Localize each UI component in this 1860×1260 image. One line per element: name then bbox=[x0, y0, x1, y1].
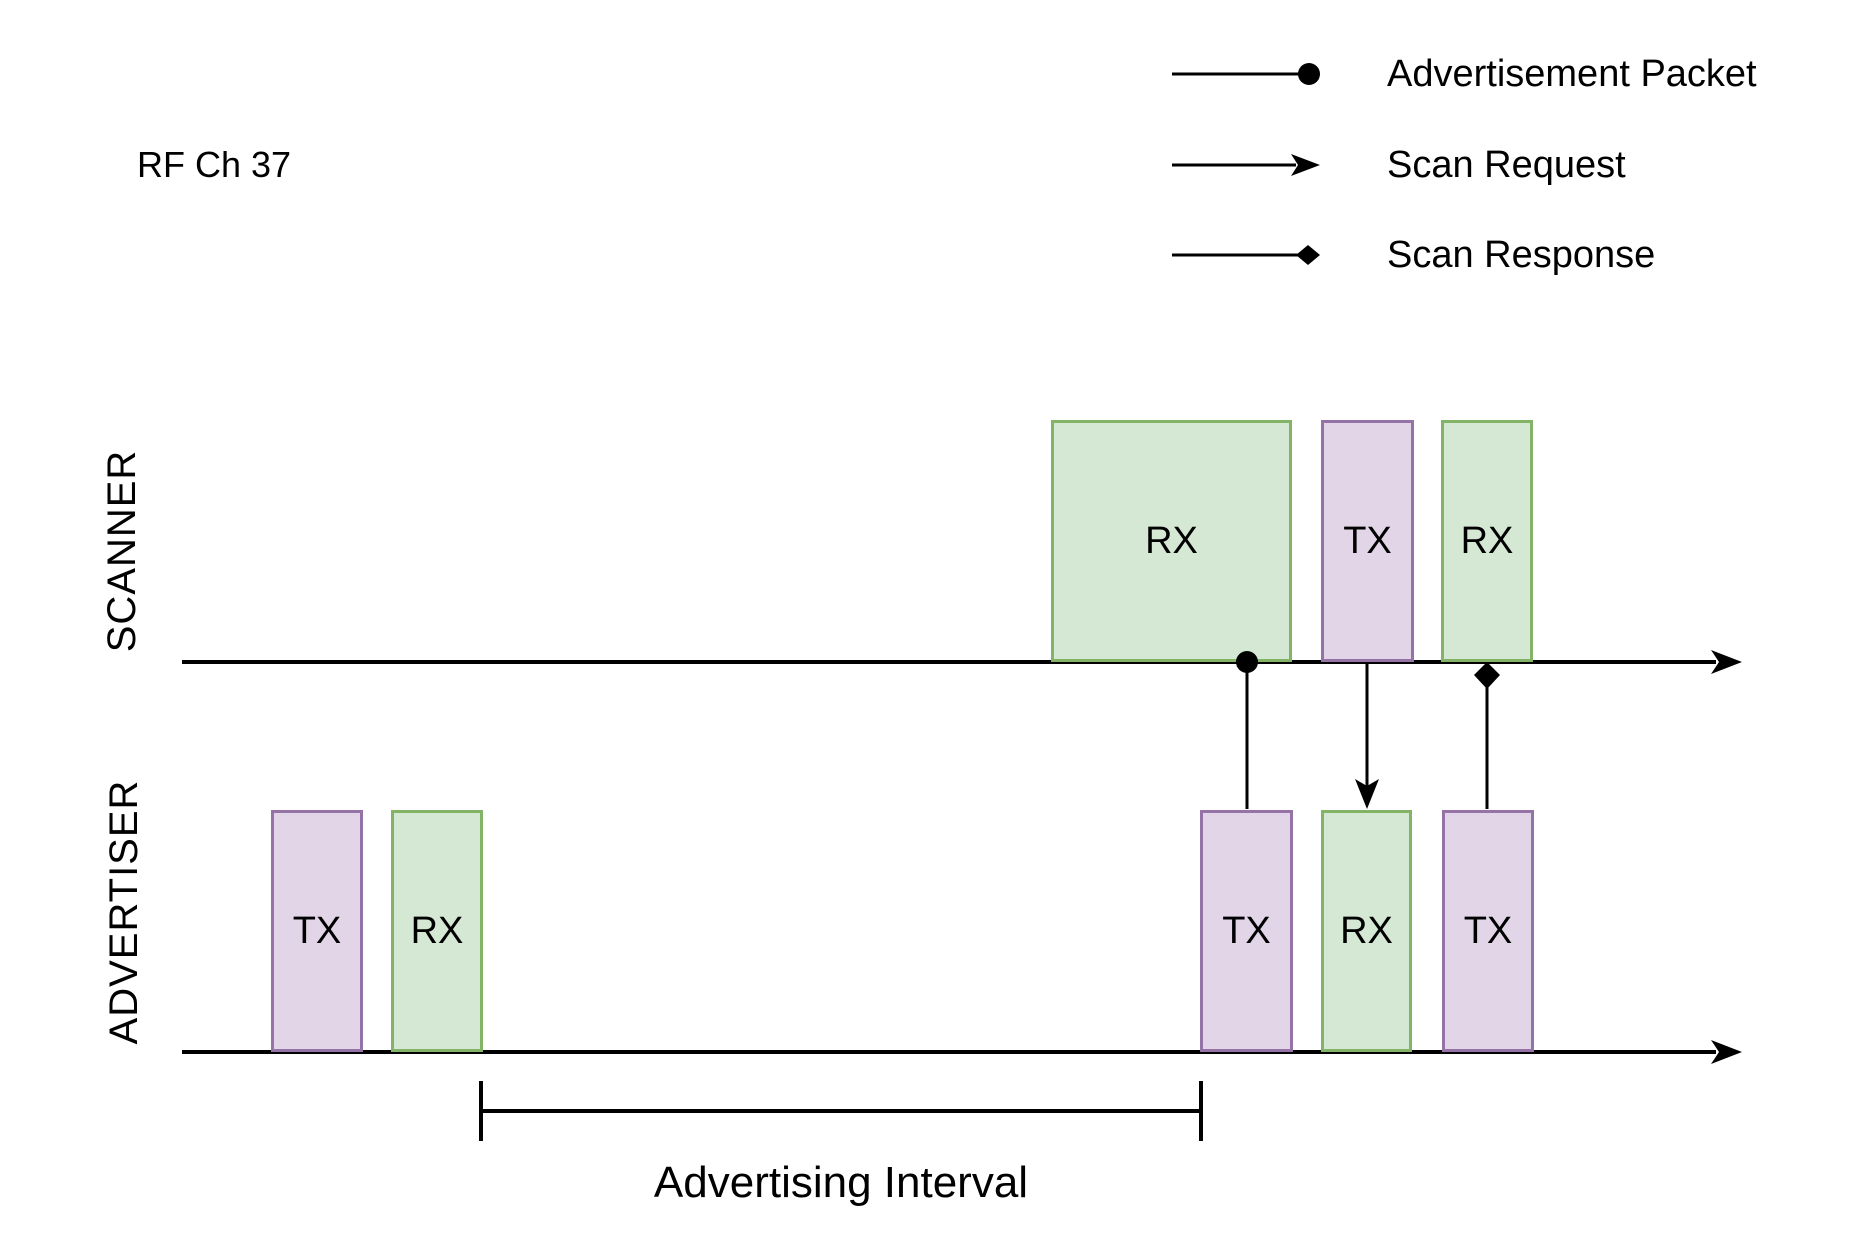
legend-item-scan-response: Scan Response bbox=[1172, 225, 1655, 285]
advertising-interval-label: Advertising Interval bbox=[653, 1158, 1029, 1207]
legend-label: Advertisement Packet bbox=[1387, 52, 1757, 95]
advertiser-tx-block-1: TX bbox=[271, 810, 363, 1052]
legend-label: Scan Request bbox=[1387, 143, 1626, 186]
legend-label: Scan Response bbox=[1387, 233, 1656, 276]
block-label: TX bbox=[1222, 909, 1271, 952]
advertiser-lane-label: ADVERTISER bbox=[102, 779, 146, 1045]
block-label: TX bbox=[1463, 909, 1513, 952]
scanner-lane-label: SCANNER bbox=[100, 449, 144, 653]
arrow-end-marker-icon bbox=[1172, 154, 1320, 176]
advertiser-timeline-arrowhead-icon bbox=[1711, 1040, 1742, 1064]
block-label: RX bbox=[1460, 519, 1514, 562]
legend-item-scan-request: Scan Request bbox=[1172, 135, 1626, 195]
rf-channel-label: RF Ch 37 bbox=[137, 144, 292, 185]
advertiser-rx-block-1: RX bbox=[391, 810, 483, 1052]
block-label: TX bbox=[292, 909, 342, 952]
circle-end-marker-icon bbox=[1172, 63, 1320, 85]
scanner-timeline-arrowhead-icon bbox=[1711, 650, 1742, 674]
advertiser-tx-block-2: TX bbox=[1200, 810, 1293, 1052]
advertiser-rx-block-2: RX bbox=[1321, 810, 1412, 1052]
scanner-tx-block: TX bbox=[1321, 420, 1414, 662]
block-label: RX bbox=[410, 909, 464, 952]
scanner-rx-block-1: RX bbox=[1051, 420, 1292, 662]
scanner-rx-block-2: RX bbox=[1441, 420, 1533, 662]
block-label: RX bbox=[1340, 909, 1393, 952]
block-label: RX bbox=[1145, 519, 1198, 562]
block-label: TX bbox=[1343, 519, 1392, 562]
scan-request-arrowhead-icon bbox=[1355, 779, 1379, 809]
diamond-end-marker-icon bbox=[1172, 245, 1320, 265]
scan-response-diamond-icon bbox=[1474, 662, 1500, 689]
advertiser-tx-block-3: TX bbox=[1442, 810, 1534, 1052]
legend-item-advertisement-packet: Advertisement Packet bbox=[1172, 44, 1757, 104]
advertisement-packet-circle-icon bbox=[1236, 651, 1258, 673]
